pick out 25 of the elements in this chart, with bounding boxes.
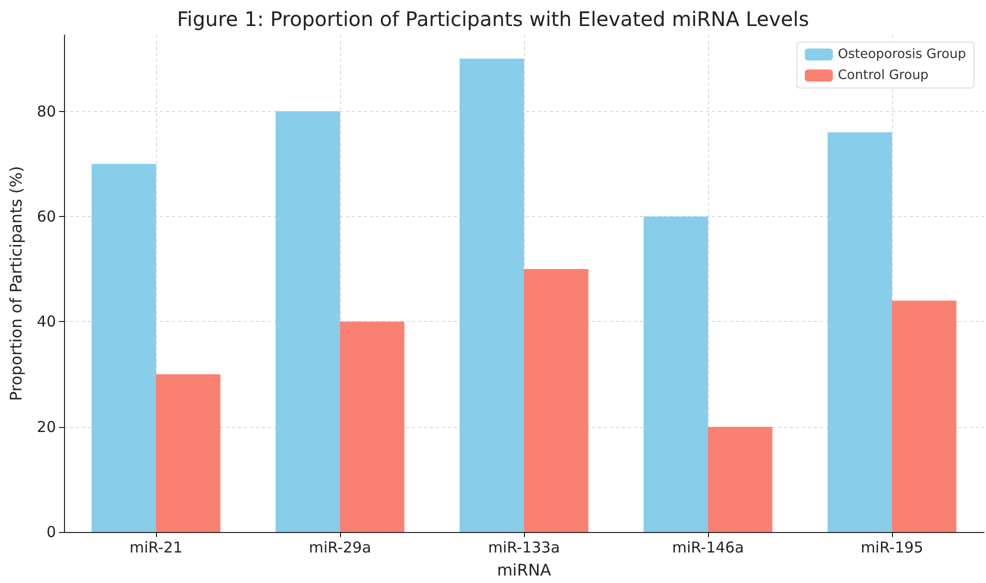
x-tick-label: miR-146a [672, 538, 744, 556]
y-tick-label: 60 [36, 207, 56, 226]
chart-title: Figure 1: Proportion of Participants with Elevated miRNA Levels [177, 7, 809, 31]
bar [892, 300, 956, 532]
x-axis-title: miRNA [496, 560, 552, 580]
bar [708, 426, 772, 532]
bar [524, 269, 588, 532]
bar [340, 322, 404, 532]
x-tick-label: miR-21 [129, 538, 183, 556]
x-tick-label: miR-29a [308, 538, 372, 556]
y-tick-label: 80 [36, 102, 56, 120]
x-tick-label: miR-195 [860, 538, 924, 556]
y-tick-label: 0 [46, 523, 56, 541]
y-axis-title: Proportion of Participants (%) [6, 166, 26, 401]
legend-label: Control Group [838, 68, 929, 83]
bar [92, 164, 156, 532]
y-tick-label: 20 [36, 418, 56, 436]
bar [156, 374, 220, 532]
y-tick-label: 40 [36, 312, 56, 331]
bar [644, 216, 708, 532]
bar [828, 132, 892, 532]
bar [460, 58, 524, 532]
bar [276, 111, 340, 532]
legend-label: Osteoporosis Group [838, 47, 966, 62]
x-tick-label: miR-133a [488, 538, 560, 556]
